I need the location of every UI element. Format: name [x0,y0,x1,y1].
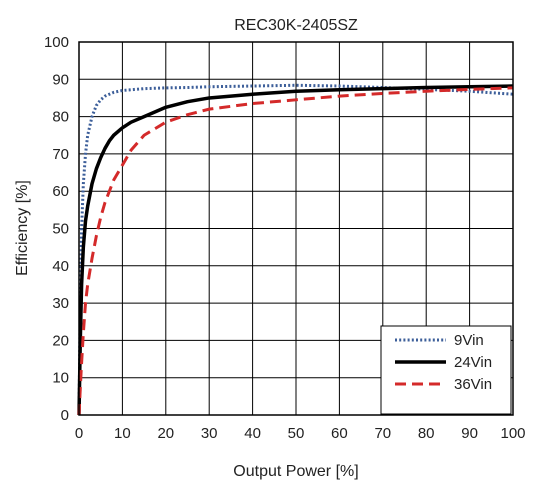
legend-label-36vin: 36Vin [454,376,492,393]
x-tick-label: 20 [157,425,174,442]
plot-frame [78,41,514,416]
y-tick-label: 50 [52,221,69,238]
x-tick-label: 40 [244,425,261,442]
x-tick-label: 100 [500,425,525,442]
x-tick-label: 10 [114,425,131,442]
legend: 9Vin 24Vin 36Vin [380,325,512,415]
x-tick-label: 90 [461,425,478,442]
x-tick-label: 70 [374,425,391,442]
y-tick-label: 40 [52,258,69,275]
y-axis-label: Efficiency [%] [14,180,31,276]
y-tick-label: 60 [52,183,69,200]
x-tick-label: 60 [331,425,348,442]
y-tick-label: 0 [61,407,69,424]
series-line-24vin [77,84,514,416]
x-tick-label: 80 [418,425,435,442]
y-tick-label: 70 [52,146,69,163]
y-tick-label: 10 [52,370,69,387]
legend-label-9vin: 9Vin [454,332,484,349]
chart-title: REC30K-2405SZ [234,17,358,34]
x-tick-label: 0 [75,425,83,442]
y-tick-label: 100 [44,34,69,51]
x-tick-label: 30 [201,425,218,442]
y-tick-label: 80 [52,109,69,126]
y-tick-label: 90 [52,71,69,88]
y-tick-label: 20 [52,332,69,349]
y-tick-label: 30 [52,295,69,312]
x-axis-ticks: 0 10 20 30 40 50 60 70 80 90 100 [75,425,526,442]
legend-label-24vin: 24Vin [454,354,492,371]
series-line-36vin [77,86,514,416]
x-tick-label: 50 [288,425,305,442]
y-axis-ticks: 0 10 20 30 40 50 60 70 80 90 100 [44,34,69,424]
series-layer [77,83,514,416]
x-axis-label: Output Power [%] [233,463,358,480]
